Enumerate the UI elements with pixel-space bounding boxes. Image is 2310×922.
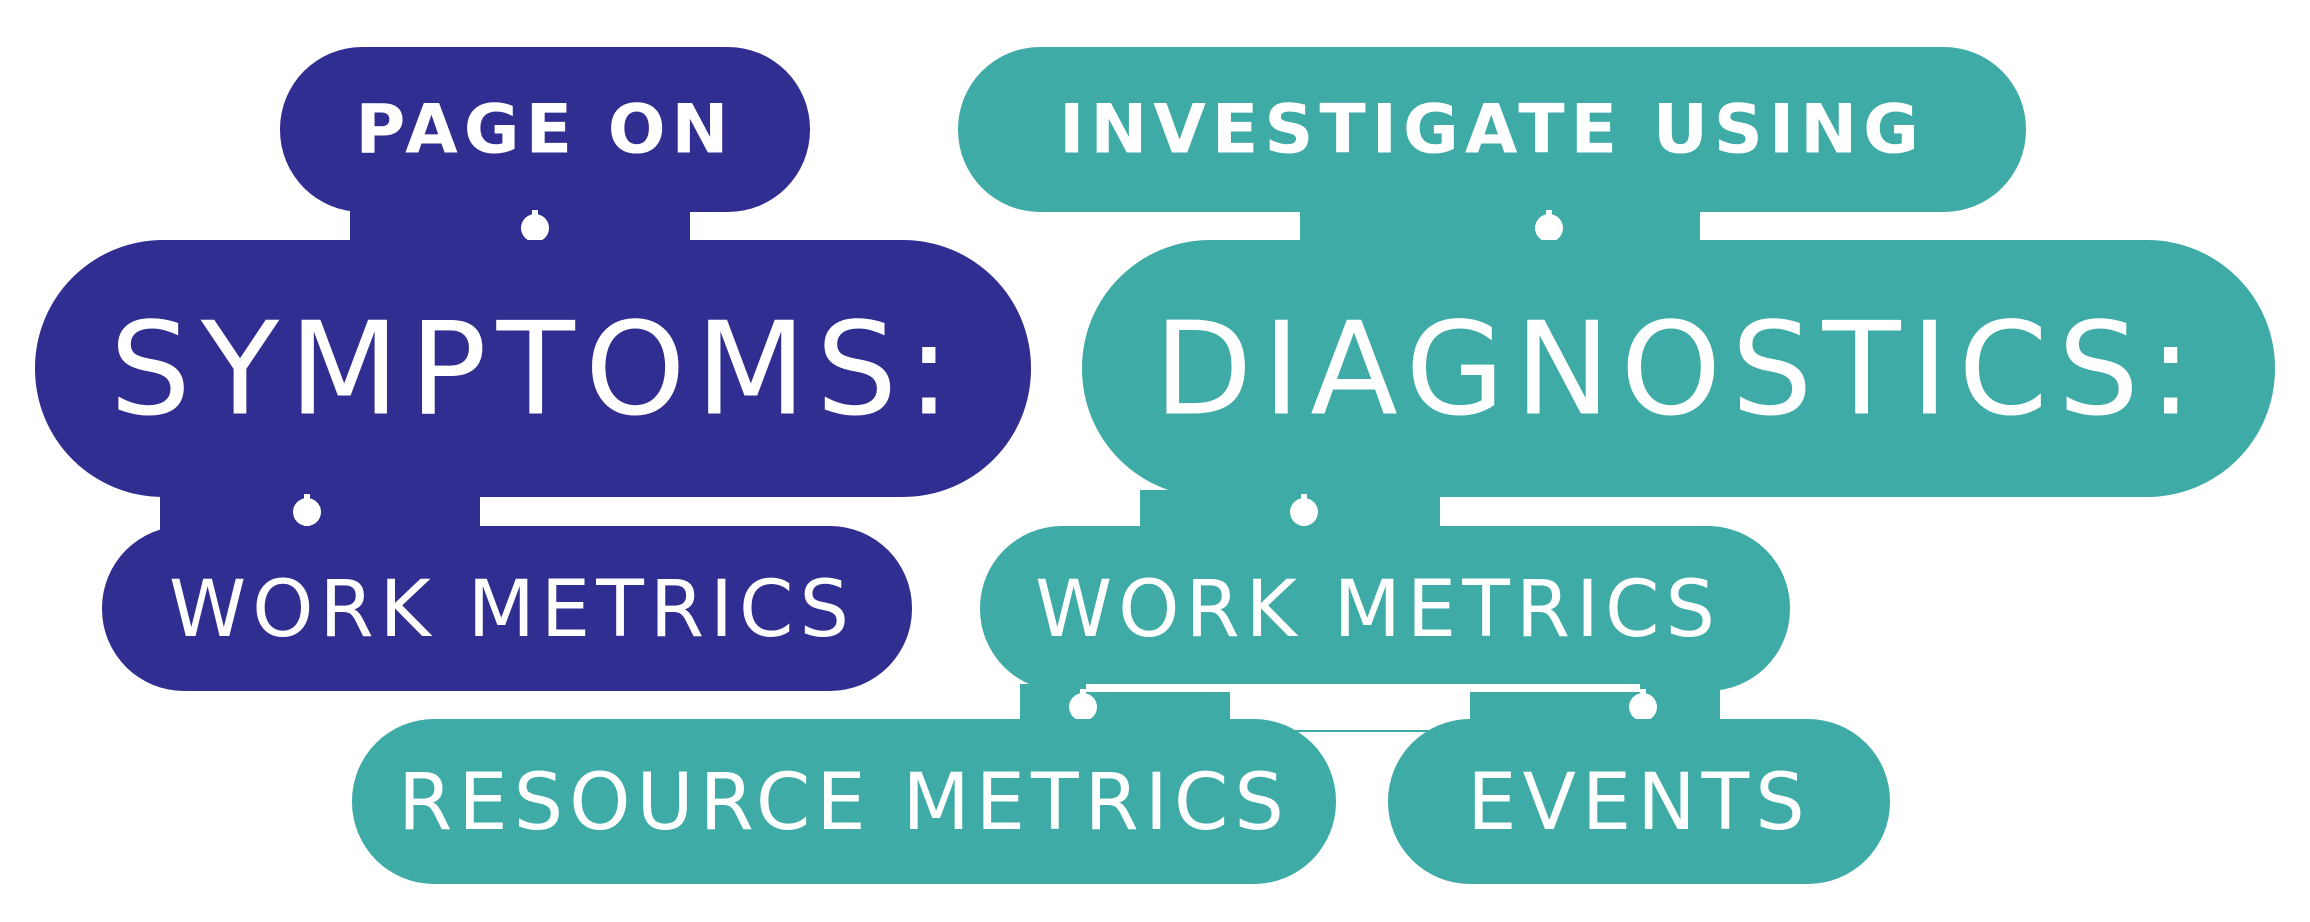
symptoms-header-label: PAGE ON (356, 91, 735, 170)
diagnostics-item-events: EVENTS (1388, 719, 1890, 884)
diagnostics-item-label: RESOURCE METRICS (398, 758, 1290, 848)
diagnostics-item-resource-metrics: RESOURCE METRICS (352, 719, 1336, 884)
diagnostics-header-label: INVESTIGATE USING (1059, 91, 1925, 170)
symptoms-header-pill: PAGE ON (280, 47, 810, 212)
diagnostics-item-work-metrics: WORK METRICS (980, 526, 1790, 691)
symptoms-title: SYMPTOMS: (110, 296, 961, 445)
diagnostics-group: INVESTIGATE USING DIAGNOSTICS: WORK METR… (352, 47, 2275, 884)
diagnostics-title: DIAGNOSTICS: (1154, 296, 2202, 445)
diagnostics-title-pill: DIAGNOSTICS: (1082, 240, 2275, 497)
symptoms-item-work-metrics: WORK METRICS (102, 526, 912, 691)
diagnostics-header-pill: INVESTIGATE USING (958, 47, 2026, 212)
symptoms-group: PAGE ON SYMPTOMS: WORK METRICS (35, 47, 1031, 691)
diagnostics-item-label: WORK METRICS (1035, 565, 1721, 655)
symptoms-title-pill: SYMPTOMS: (35, 240, 1031, 497)
diagnostics-item-label: EVENTS (1467, 758, 1810, 848)
symptoms-item-label: WORK METRICS (169, 565, 855, 655)
